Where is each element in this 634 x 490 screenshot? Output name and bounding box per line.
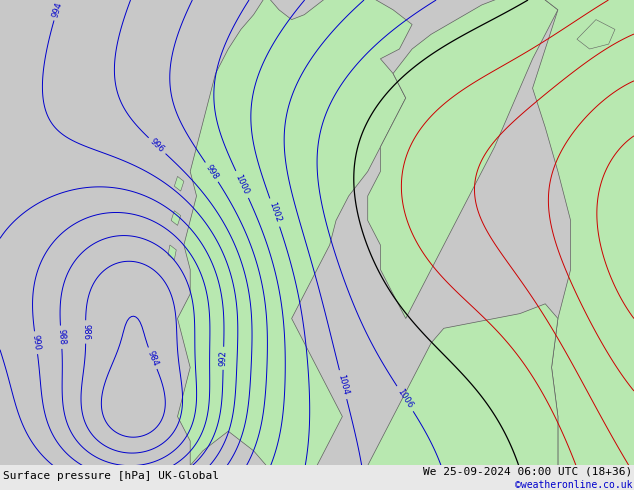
Text: 988: 988 [56,329,66,345]
Text: Surface pressure [hPa] UK-Global: Surface pressure [hPa] UK-Global [3,471,219,481]
Text: 996: 996 [148,137,166,154]
Text: ©weatheronline.co.uk: ©weatheronline.co.uk [515,480,632,490]
Text: 994: 994 [10,468,28,484]
Text: 1000: 1000 [233,173,250,196]
Text: 1004: 1004 [336,373,350,396]
Text: 990: 990 [30,334,42,351]
Polygon shape [507,0,634,490]
Text: 984: 984 [145,349,160,368]
Text: 998: 998 [204,163,220,181]
Text: 992: 992 [219,350,228,366]
Text: 1006: 1006 [396,388,415,410]
Bar [0,465,634,490]
Polygon shape [168,245,176,260]
Polygon shape [178,0,412,485]
Polygon shape [577,20,615,49]
Text: 994: 994 [51,0,64,18]
Text: 986: 986 [81,324,90,340]
Text: 1002: 1002 [267,201,283,224]
Polygon shape [174,176,184,191]
Text: We 25-09-2024 06:00 UTC (18+36): We 25-09-2024 06:00 UTC (18+36) [423,466,632,477]
Polygon shape [342,304,558,490]
Polygon shape [171,211,181,225]
Polygon shape [368,0,558,318]
